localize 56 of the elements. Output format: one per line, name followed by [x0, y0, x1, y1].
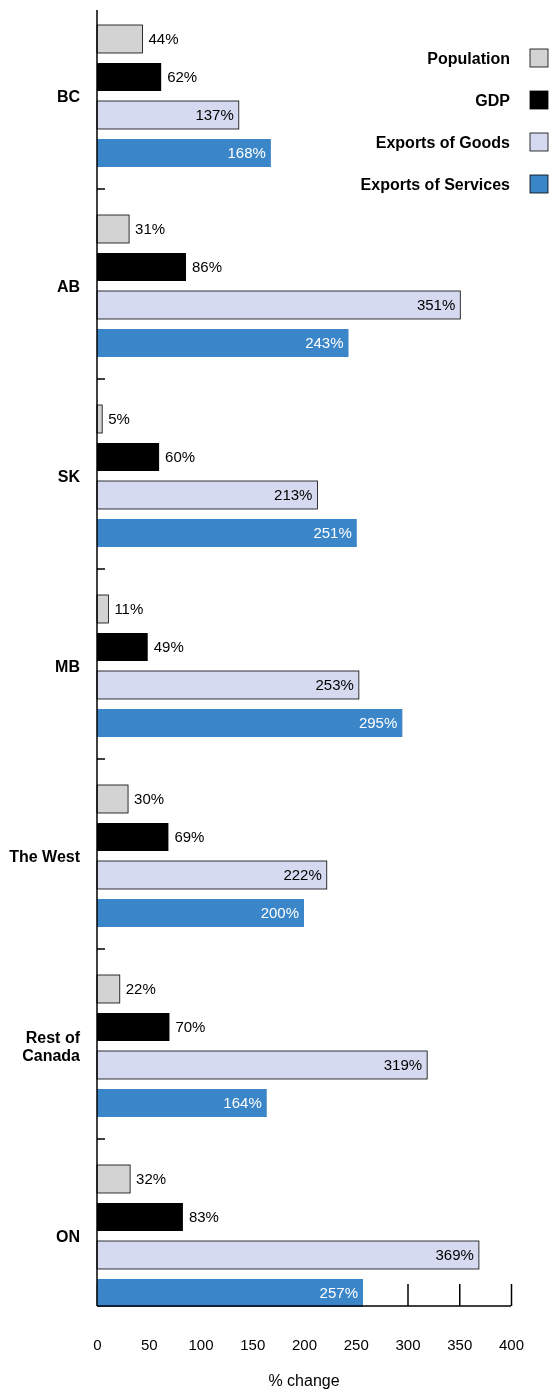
data-label: 5%	[108, 410, 130, 428]
data-label: 222%	[283, 866, 322, 884]
data-label: 22%	[125, 980, 156, 998]
x-tick-label: 200	[291, 1336, 318, 1354]
legend-label: Exports of Goods	[375, 133, 511, 151]
data-label: 31%	[135, 220, 166, 238]
bar	[97, 329, 349, 357]
data-label: 86%	[192, 258, 223, 276]
data-label: 257%	[319, 1284, 358, 1302]
y-tick-label: AB	[56, 277, 80, 295]
y-tick-label: MB	[55, 657, 80, 675]
data-label: 164%	[223, 1094, 262, 1112]
data-label: 319%	[383, 1056, 423, 1074]
bar	[97, 709, 403, 737]
data-label: 70%	[175, 1018, 206, 1036]
bar	[97, 1089, 267, 1117]
x-axis-title: % change	[268, 1372, 340, 1389]
bar	[97, 1279, 363, 1307]
data-label: 251%	[313, 524, 352, 542]
x-tick-label: 250	[343, 1336, 369, 1354]
legend-label: GDP	[475, 91, 511, 109]
data-label: 295%	[358, 714, 398, 732]
data-label: 62%	[167, 68, 198, 86]
y-tick-label: The West	[9, 847, 81, 865]
bar	[97, 139, 271, 167]
bar	[97, 899, 304, 927]
x-tick-label: 50	[140, 1336, 158, 1354]
data-label: 213%	[274, 486, 313, 504]
data-label: 30%	[134, 790, 165, 808]
y-tick-label: ON	[56, 1227, 80, 1245]
x-tick-label: 300	[395, 1336, 421, 1354]
legend-label: Exports of Services	[360, 175, 511, 193]
data-label: 200%	[260, 904, 299, 922]
bar	[97, 519, 357, 547]
x-tick-label: 0	[93, 1336, 102, 1354]
data-label: 69%	[174, 828, 205, 846]
data-label: 369%	[435, 1246, 474, 1264]
data-label: 11%	[114, 600, 144, 618]
data-label: 44%	[148, 30, 179, 48]
data-label: 253%	[315, 676, 354, 694]
data-label: 351%	[416, 296, 456, 314]
y-tick-label: SK	[57, 467, 81, 485]
data-label: 137%	[195, 106, 234, 124]
data-label: 60%	[165, 448, 196, 466]
x-tick-label: 150	[240, 1336, 266, 1354]
data-label: 243%	[305, 334, 344, 352]
legend-label: Population	[427, 49, 510, 67]
data-label: 32%	[136, 1170, 167, 1188]
x-tick-label: 350	[447, 1336, 473, 1354]
x-tick-label: 100	[188, 1336, 214, 1354]
y-tick-label: Rest of Canada	[22, 1028, 81, 1064]
data-label: 83%	[188, 1208, 219, 1226]
data-label: 168%	[227, 144, 266, 162]
x-tick-label: 400	[498, 1336, 525, 1354]
data-label: 49%	[153, 638, 184, 656]
y-tick-label: BC	[56, 87, 81, 105]
